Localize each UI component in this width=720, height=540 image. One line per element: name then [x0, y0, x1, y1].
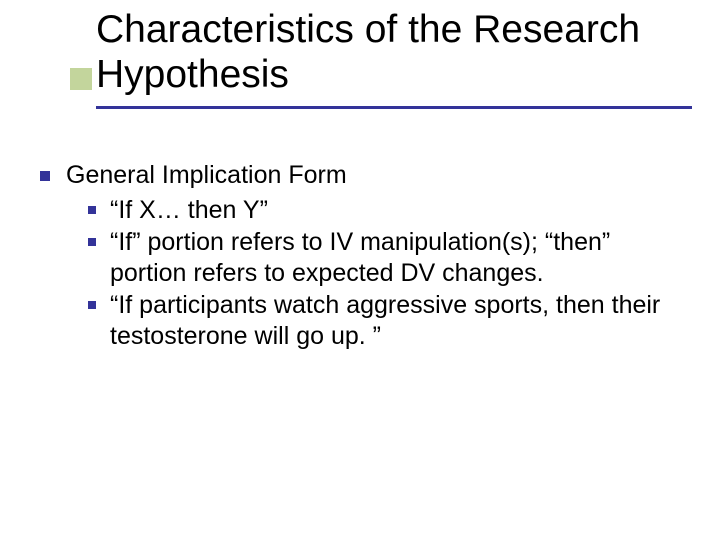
title-underline [96, 106, 692, 109]
body-sub-item: “If participants watch aggressive sports… [110, 290, 680, 351]
list-item: General Implication Form [40, 160, 680, 191]
title-accent-square [70, 68, 92, 90]
square-bullet-icon [40, 171, 50, 181]
list-item: “If X… then Y” [88, 195, 680, 226]
body-sub-item: “If X… then Y” [110, 195, 680, 226]
slide-title: Characteristics of the Research Hypothes… [96, 8, 696, 104]
slide-body: General Implication Form “If X… then Y” … [40, 160, 680, 353]
title-block: Characteristics of the Research Hypothes… [96, 8, 696, 109]
body-sub-item: “If” portion refers to IV manipulation(s… [110, 227, 680, 288]
square-bullet-icon [88, 238, 96, 246]
slide: Characteristics of the Research Hypothes… [0, 0, 720, 540]
square-bullet-icon [88, 206, 96, 214]
list-item: “If” portion refers to IV manipulation(s… [88, 227, 680, 288]
list-item: “If participants watch aggressive sports… [88, 290, 680, 351]
body-heading: General Implication Form [66, 160, 680, 191]
square-bullet-icon [88, 301, 96, 309]
